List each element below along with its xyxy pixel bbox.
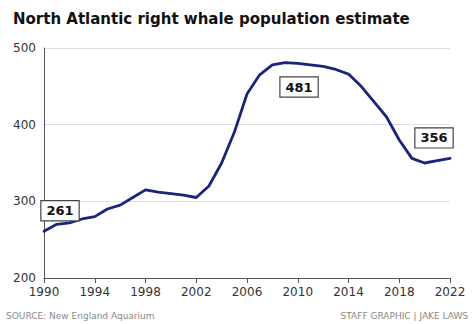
svg-text:300: 300 <box>13 194 36 208</box>
svg-text:1994: 1994 <box>79 285 110 299</box>
svg-text:1990: 1990 <box>29 285 60 299</box>
svg-text:356: 356 <box>420 130 447 145</box>
svg-text:2018: 2018 <box>384 285 415 299</box>
svg-text:200: 200 <box>13 271 36 285</box>
svg-text:North Atlantic right whale pop: North Atlantic right whale population es… <box>13 10 410 28</box>
svg-text:481: 481 <box>285 80 312 95</box>
svg-text:400: 400 <box>13 118 36 132</box>
svg-text:2014: 2014 <box>333 285 364 299</box>
svg-text:STAFF GRAPHIC | JAKE LAWS: STAFF GRAPHIC | JAKE LAWS <box>341 311 469 321</box>
svg-text:2010: 2010 <box>282 285 313 299</box>
svg-text:2022: 2022 <box>435 285 466 299</box>
svg-text:2002: 2002 <box>181 285 212 299</box>
svg-text:2006: 2006 <box>232 285 263 299</box>
svg-text:1998: 1998 <box>130 285 161 299</box>
svg-text:SOURCE: New England Aquarium: SOURCE: New England Aquarium <box>6 311 155 321</box>
svg-text:261: 261 <box>46 203 73 218</box>
svg-text:500: 500 <box>13 41 36 55</box>
